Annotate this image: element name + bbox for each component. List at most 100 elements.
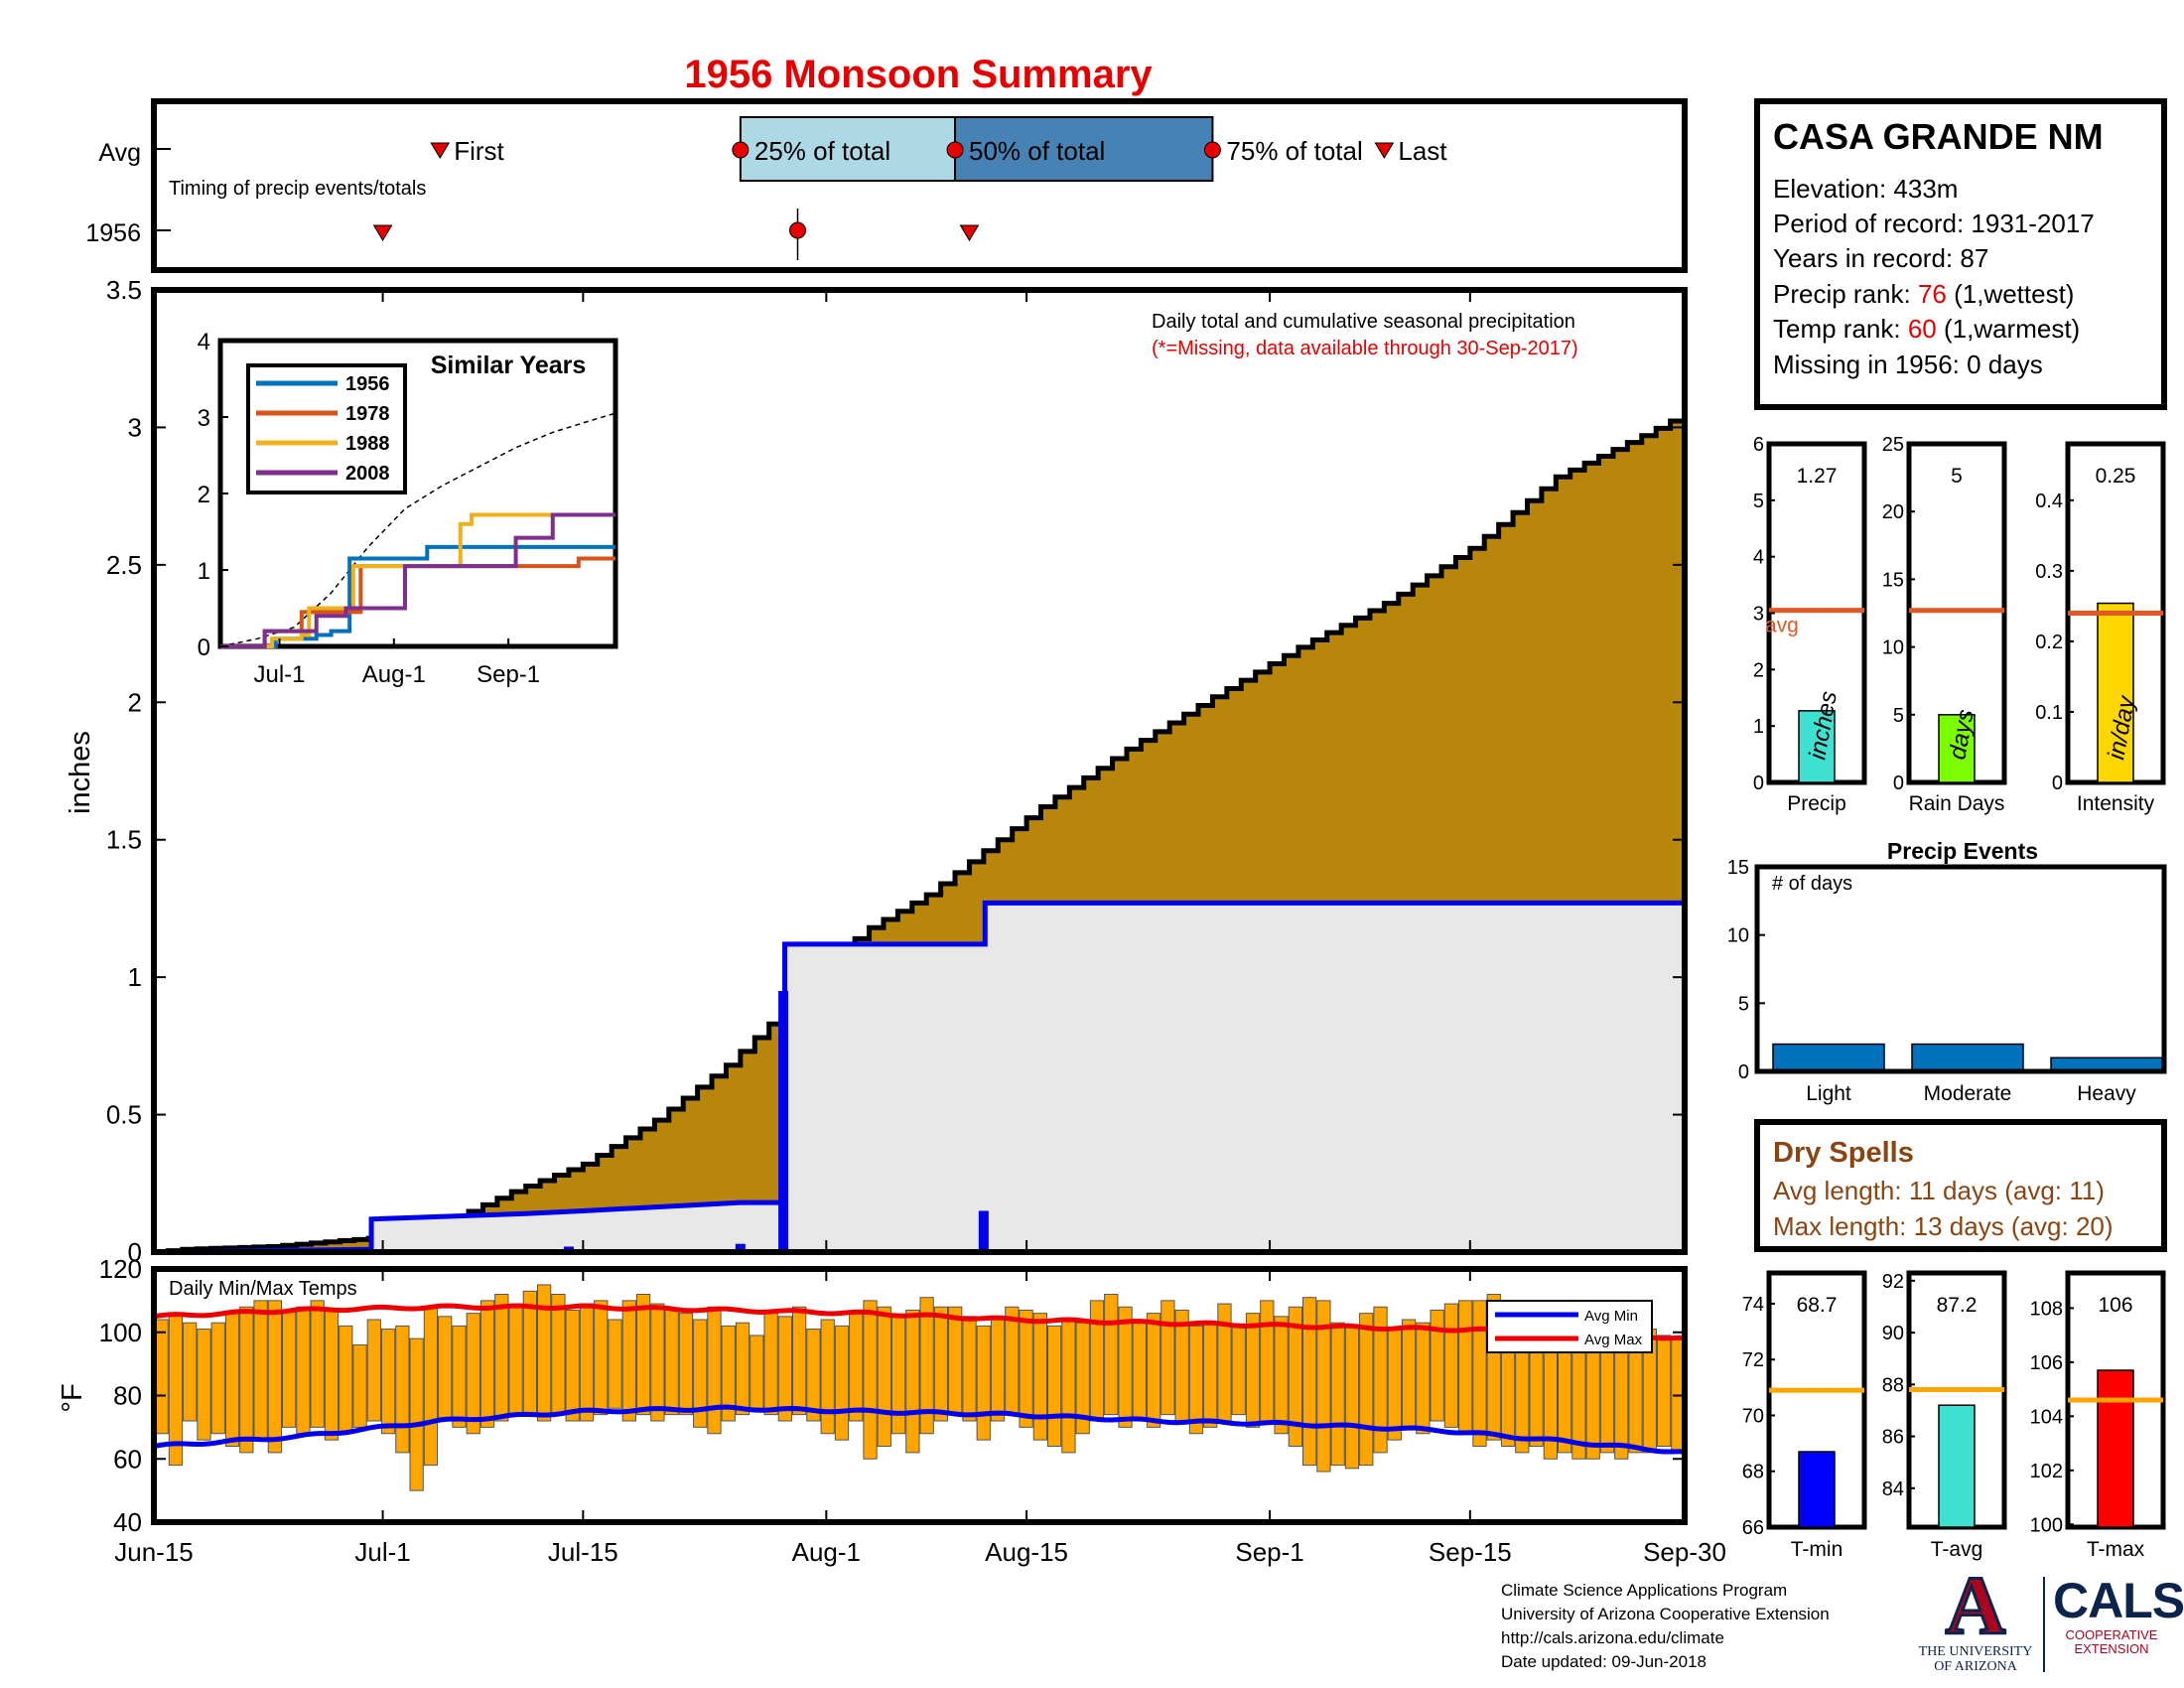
temp-bar-21 [452,1325,467,1428]
temp-stat-1-tick-label-3: 90 [1882,1323,1904,1344]
temp-bar-32 [608,1319,622,1409]
temp-bar-58 [976,1325,991,1441]
x-tick-label-0: Jun-15 [114,1537,194,1567]
inset-x-tick-label-1: Aug-1 [362,661,426,688]
footer-credits: Climate Science Applications Program Uni… [1501,1579,1830,1674]
dry-spells-box: Dry Spells Avg length: 11 days (avg: 11)… [1754,1119,2167,1252]
precip-events-tick-label-0: 0 [1738,1061,1749,1083]
precip-stat-0-tick-label-0: 0 [1753,773,1764,794]
daily-precip-bar-3 [978,1210,989,1252]
daily-precip-bar-2 [778,990,789,1252]
temp-bar-59 [990,1319,1006,1422]
avg-max-line [153,1303,1686,1341]
inset-y-tick-label-0: 0 [198,634,210,661]
temp-bar-76 [1231,1325,1246,1416]
precip-stat-bar-1 [1938,714,1976,783]
x-tick-label-6: Sep-15 [1429,1537,1512,1567]
precip-events-chart: Precip Events 0 5 10 15 Light Moderate Heavy #… [1727,838,2167,1105]
temp-bar-54 [919,1297,934,1435]
temp-bar-2 [183,1322,198,1422]
precip-events-note: # of days [1772,873,1852,895]
main-chart-frame [151,287,1688,1255]
temp-bar-41 [735,1322,751,1416]
inset-y-tick-label-4: 4 [198,329,210,355]
precip-stat-avg-text-0: avg [1765,615,1799,637]
temp-stat-2-tick-label-3: 106 [2030,1352,2063,1374]
similar-years-lines [219,412,616,648]
precip-events-title: Precip Events [1887,838,2038,864]
dry-spells-max: Max length: 13 days (avg: 20) [1773,1211,2114,1241]
cals-logo-line1: COOPERATIVE [2065,1627,2158,1642]
x-tick-label-4: Aug-15 [985,1537,1068,1567]
inset-y-tick-label-3: 3 [198,405,210,432]
temp-bar-46 [806,1329,821,1422]
similar-years-legend-entries: 1956 1978 1988 2008 [256,373,390,485]
temp-stat-value-0: 68.7 [1797,1294,1838,1317]
temp-bar-80 [1288,1306,1302,1447]
temp-stat-2-tick-label-2: 104 [2030,1406,2063,1428]
precip-stat-1-tick-label-5: 25 [1882,434,1904,456]
precip-events-ticks: 0 5 10 15 Light Moderate Heavy [1727,857,2137,1105]
temp-y-ticks: 40 60 80 100 120 [99,1254,1685,1537]
main-y-tick-label-5: 2.5 [106,550,142,580]
temp-stat-1-tick-label-2: 88 [1882,1374,1904,1396]
temp-bar-25 [508,1306,523,1416]
precip-stat-2-tick-label-4: 0.4 [2035,491,2063,512]
logo-divider [2043,1577,2045,1672]
temp-bar-87 [1387,1329,1402,1441]
temp-bar-10 [296,1306,311,1435]
temp-stat-bar-2 [2097,1369,2134,1528]
temp-bar-48 [834,1325,850,1441]
precip-stat-1-tick-label-3: 15 [1882,569,1904,591]
temp-stat-0-tick-label-1: 68 [1742,1462,1764,1483]
temp-bar-7 [253,1300,268,1441]
legend-label-2008: 2008 [345,463,390,485]
temp-bar-55 [933,1306,949,1422]
dry-spells-avg: Avg length: 11 days (avg: 11) [1773,1176,2105,1205]
temp-bar-6 [239,1306,254,1454]
temp-bar-83 [1330,1322,1345,1467]
temp-stat-1-tick-label-4: 92 [1882,1271,1904,1293]
station-missing: Missing in 1956: 0 days [1773,350,2043,379]
station-precip-rank: Precip rank: 76 (1,wettest) [1773,279,2074,309]
temp-bar-78 [1260,1300,1275,1422]
x-tick-label-5: Sep-1 [1235,1537,1303,1567]
temp-bar-5 [224,1313,240,1447]
temp-bar-52 [890,1316,906,1435]
temp-bar-49 [849,1313,864,1422]
temp-bar-89 [1416,1322,1431,1435]
avg-p75-marker [1203,141,1221,159]
temp-y-tick-label-0: 40 [113,1507,142,1537]
temp-bar-4 [210,1322,225,1435]
precip-stat-1-tick-label-0: 0 [1893,773,1904,794]
main-y-axis-label: inches [65,731,96,814]
temp-bar-53 [905,1309,920,1454]
inset-y-tick-label-1: 1 [198,558,210,585]
ua-logo-line2: OF ARIZONA [1934,1659,2017,1674]
precip-stat-2-tick-label-1: 0.1 [2035,702,2063,724]
cals-logo: CALS COOPERATIVE EXTENSION [2053,1573,2184,1656]
temp-bar-91 [1443,1303,1459,1428]
precip-events-category-2: Heavy [2077,1082,2136,1105]
temp-bar-39 [707,1306,722,1435]
year-p50-marker [789,221,807,239]
temp-bar-23 [479,1300,495,1428]
precip-stat-1-tick-label-1: 5 [1893,705,1904,727]
precip-stat-2-tick-label-2: 0.2 [2035,632,2063,653]
temp-bar-14 [352,1344,367,1428]
temp-bar-42 [750,1335,764,1409]
temp-bar-56 [948,1306,963,1416]
footer-line2: University of Arizona Cooperative Extens… [1501,1605,1830,1623]
station-info-box: CASA GRANDE NM Elevation: 433m Period of… [1754,98,2167,410]
temp-stats-panels: 68.7 T-min 66 68 70 72 74 87.2 T-avg 84 86 88 90 92 10… [1742,1270,2166,1561]
avg-last-marker [1374,142,1395,159]
temp-bar-62 [1032,1313,1047,1441]
main-y-ticks: 0 0.5 1 1.5 2 2.5 3 3.5 [106,275,1685,1267]
x-tick-label-1: Jul-1 [354,1537,410,1567]
x-tick-label-7: Sep-30 [1643,1537,1726,1567]
temp-bar-37 [678,1313,694,1416]
main-y-tick-label-1: 0.5 [106,1100,142,1130]
temp-bar-26 [522,1290,538,1416]
temp-bar-79 [1274,1316,1289,1435]
